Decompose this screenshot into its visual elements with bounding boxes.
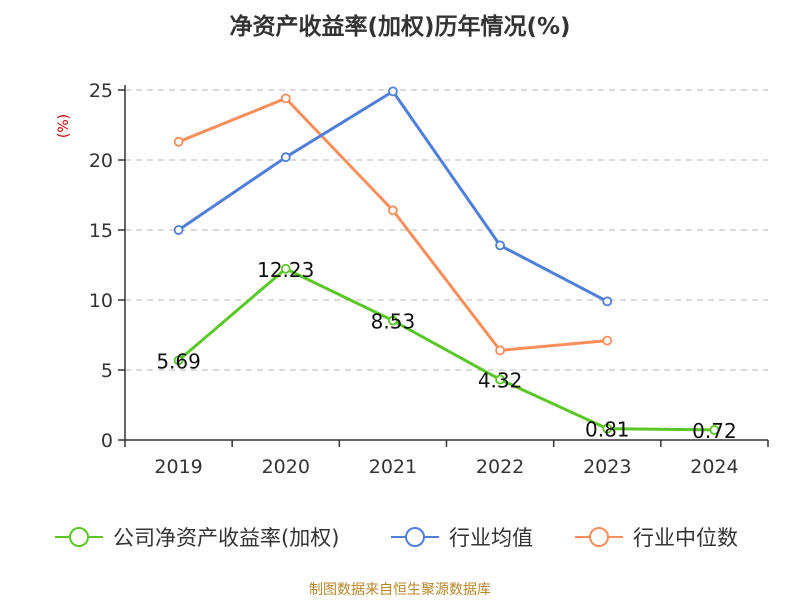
- data-label: 0.81: [585, 418, 630, 442]
- series-line-1: [177, 89, 608, 303]
- data-point-0: [280, 263, 291, 274]
- grid-lines: [125, 89, 768, 371]
- data-point-2: [495, 345, 505, 356]
- x-tick-label: 2019: [154, 456, 202, 478]
- legend-label: 行业均值: [449, 526, 533, 550]
- data-point-0: [173, 355, 184, 366]
- data-point-2: [388, 205, 398, 216]
- data-point-1: [280, 152, 291, 163]
- data-point-1: [495, 240, 505, 251]
- y-tick-label: 15: [89, 220, 113, 242]
- data-point-0: [602, 423, 613, 434]
- source-footer: 制图数据来自恒生聚源数据库: [309, 582, 491, 598]
- data-point-0: [495, 374, 505, 385]
- y-tick-label: 20: [89, 150, 113, 172]
- legend-label: 行业中位数: [633, 526, 738, 550]
- x-tick-label: 2022: [476, 456, 524, 478]
- data-point-1: [602, 296, 613, 307]
- data-point-1: [173, 225, 184, 235]
- data-label: 5.69: [156, 349, 201, 373]
- series-layer: 5.69 12.23 8.53 4.32 0.81 0.72: [156, 86, 737, 443]
- data-label: 4.32: [478, 369, 523, 393]
- data-label: 0.72: [692, 419, 737, 443]
- legend-marker: [69, 527, 89, 547]
- data-point-1: [388, 86, 398, 97]
- y-tick-label: 10: [89, 290, 113, 312]
- x-tick-label: 2020: [262, 456, 310, 478]
- legend-marker: [405, 527, 425, 547]
- chart-title: 净资产收益率(加权)历年情况(%): [229, 13, 570, 40]
- axes: 0 5 10 15 20 25 2019 2020 2021 2022 2023 2024: [89, 80, 769, 478]
- data-label: 8.53: [371, 310, 416, 334]
- data-point-2: [280, 93, 291, 104]
- data-label: 12.23: [257, 258, 314, 282]
- data-point-2: [602, 335, 613, 346]
- legend: 公司净资产收益率(加权) 行业均值 行业中位数: [55, 526, 738, 550]
- y-axis-label: (%): [56, 114, 72, 138]
- x-tick-label: 2023: [583, 456, 631, 478]
- y-tick-label: 5: [101, 360, 113, 382]
- x-tick-label: 2021: [369, 456, 417, 478]
- data-point-0: [388, 315, 398, 326]
- x-tick-label: 2024: [690, 456, 738, 478]
- legend-marker: [589, 527, 609, 547]
- series-line-0: [177, 267, 715, 432]
- legend-label: 公司净资产收益率(加权): [113, 526, 339, 550]
- data-point-0: [709, 425, 720, 435]
- data-point-2: [173, 136, 184, 147]
- y-tick-label: 0: [101, 430, 113, 452]
- y-tick-label: 25: [89, 80, 113, 102]
